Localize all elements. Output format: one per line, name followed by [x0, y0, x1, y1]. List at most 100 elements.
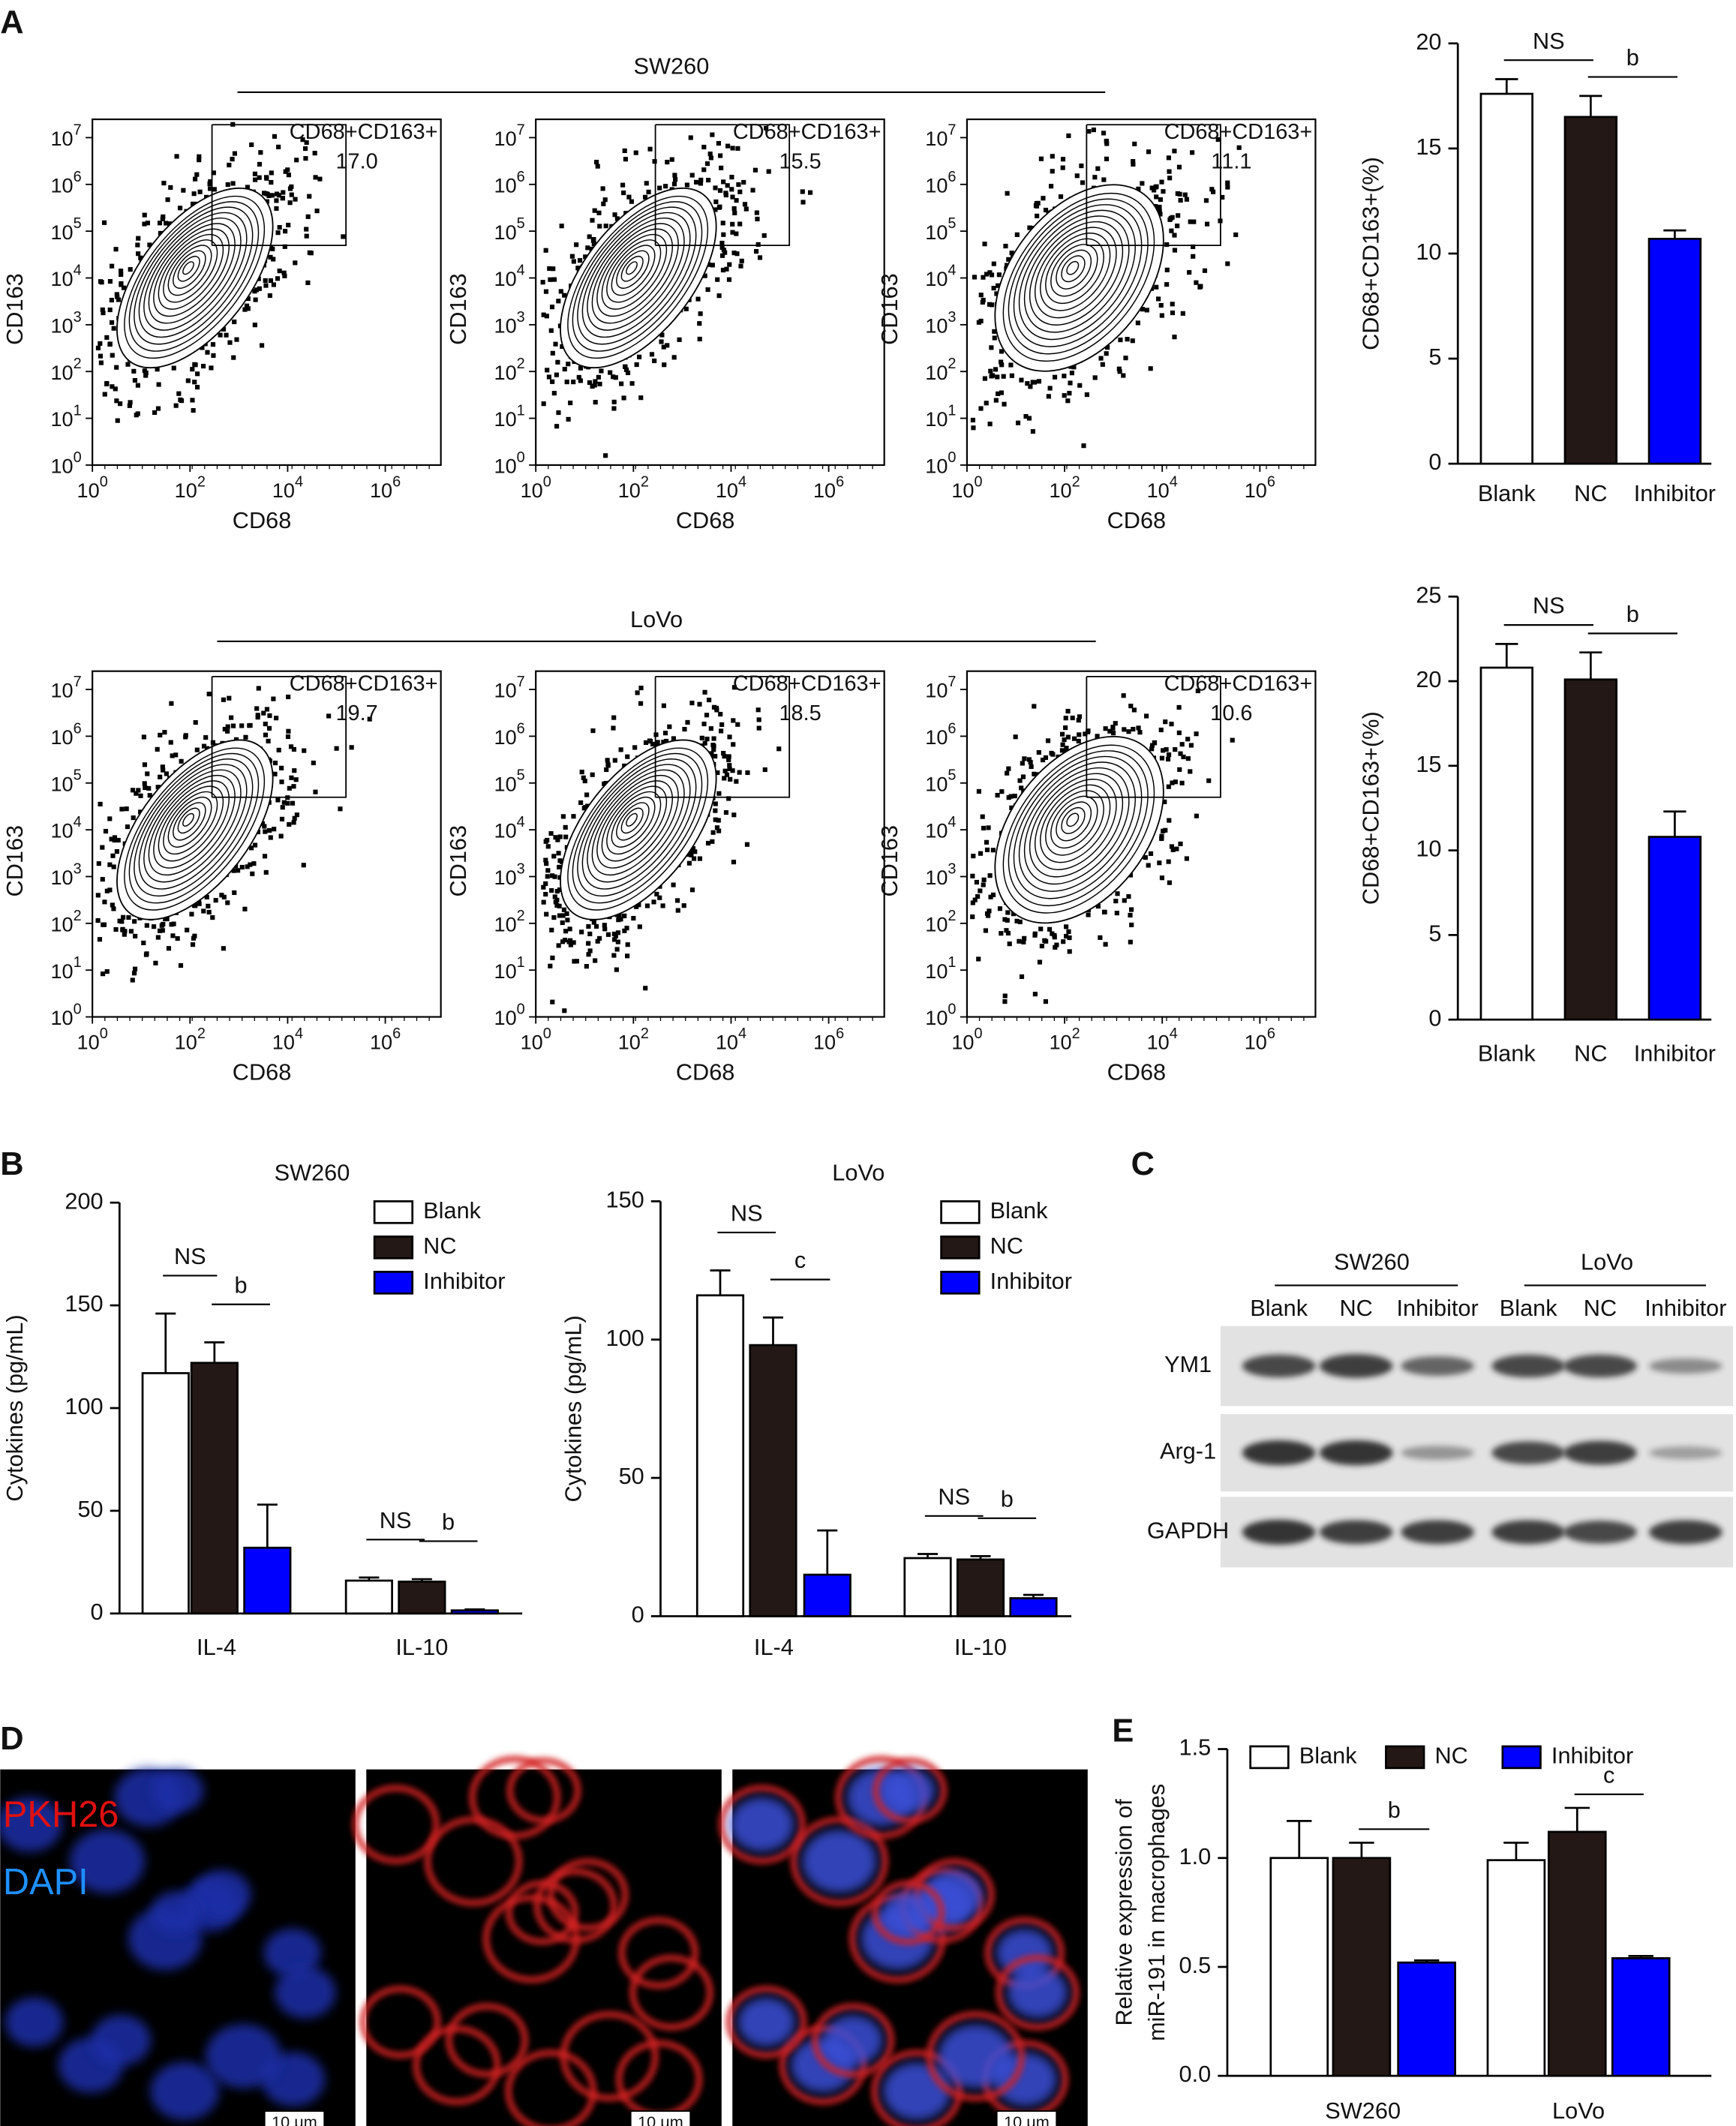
gate: [212, 675, 347, 798]
event-dot: [722, 768, 728, 773]
event-dot: [262, 854, 268, 859]
event-dot: [1161, 189, 1166, 194]
blot-band: [1242, 1440, 1316, 1466]
event-dot: [591, 920, 596, 925]
event-dot: [665, 343, 670, 348]
event-dot: [274, 716, 279, 721]
event-dot: [183, 734, 188, 740]
event-dot: [719, 722, 725, 727]
event-dot: [158, 732, 163, 737]
event-dot: [247, 723, 252, 728]
event-dot: [142, 781, 147, 786]
event-dot: [549, 305, 555, 310]
x-tick-label: IL-10: [395, 1634, 448, 1660]
event-dot: [1030, 429, 1036, 434]
event-dot: [578, 800, 584, 806]
y-tick-label: 103: [494, 309, 525, 338]
event-dot: [1178, 197, 1183, 203]
tick-exponent: 1: [74, 954, 82, 971]
event-dot: [1166, 155, 1171, 161]
event-dot: [1158, 212, 1163, 217]
membrane-stain: [618, 1917, 699, 1989]
nucleus-stain: [823, 2014, 883, 2066]
tick-base: 10: [50, 773, 73, 796]
event-dot: [685, 719, 690, 725]
tick-base: 10: [925, 959, 948, 983]
membrane-stain: [871, 1880, 945, 1945]
x-tick-label: SW260: [1325, 2097, 1401, 2124]
event-dot: [194, 385, 200, 390]
event-dot: [1157, 204, 1162, 210]
event-dot: [611, 715, 617, 720]
event-dot: [728, 776, 733, 782]
significance-label: b: [1001, 1485, 1014, 1512]
event-dot: [594, 160, 599, 165]
event-dot: [600, 186, 605, 191]
event-dot: [750, 188, 755, 193]
event-dot: [1050, 154, 1055, 159]
contour-line: [611, 245, 656, 296]
contour-line: [577, 206, 697, 345]
event-dot: [1155, 296, 1161, 302]
event-dot: [1005, 917, 1010, 923]
event-dot: [621, 190, 626, 196]
event-dot: [1188, 219, 1193, 224]
y-tick-label: 0: [1428, 1004, 1441, 1031]
event-dot: [602, 926, 608, 932]
contour-line: [1050, 244, 1098, 297]
tick-exponent: 2: [197, 1025, 206, 1042]
tick-exponent: 3: [74, 861, 82, 878]
y-tick-label: 15: [1416, 751, 1441, 777]
event-dot: [996, 283, 1001, 288]
event-dot: [286, 173, 291, 178]
legend-label: Inhibitor: [1551, 1742, 1633, 1768]
event-dot: [1170, 847, 1176, 852]
event-dot: [212, 187, 217, 192]
event-dot: [227, 340, 233, 345]
event-dot: [1053, 944, 1058, 950]
event-dot: [102, 392, 107, 397]
tick-exponent: 6: [836, 1025, 844, 1042]
event-dot: [258, 150, 263, 155]
event-dot: [730, 194, 735, 200]
event-dot: [230, 156, 235, 162]
event-dot: [651, 899, 656, 905]
tick-exponent: 2: [948, 908, 956, 924]
event-dot: [611, 953, 617, 958]
tick-base: 10: [272, 1031, 295, 1054]
event-dot: [636, 902, 641, 908]
event-dot: [1118, 337, 1123, 343]
event-dot: [571, 259, 576, 264]
event-dot: [1101, 177, 1107, 182]
event-dot: [242, 307, 248, 312]
y-tick-label: 107: [925, 122, 956, 151]
y-tick-label: 104: [925, 263, 956, 291]
event-dot: [262, 824, 267, 829]
event-dot: [263, 278, 268, 284]
event-dot: [1005, 910, 1011, 915]
nucleus-stain: [1007, 1966, 1068, 2019]
event-dot: [716, 293, 722, 299]
y-tick-label: 0.5: [1179, 1952, 1212, 1978]
event-dot: [553, 341, 558, 347]
event-dot: [227, 162, 232, 168]
contour-line: [128, 201, 260, 352]
significance-label: NS: [1533, 593, 1565, 619]
event-dot: [263, 869, 269, 875]
tick-exponent: 0: [100, 1025, 108, 1042]
event-dot: [731, 742, 736, 747]
tick-exponent: 0: [948, 1001, 956, 1018]
event-dot: [136, 236, 141, 241]
event-dot: [984, 839, 990, 845]
event-dot: [568, 401, 573, 406]
event-dot: [143, 373, 149, 378]
event-dot: [1209, 187, 1215, 192]
tick-exponent: 2: [517, 908, 525, 924]
bar: [141, 1372, 190, 1615]
significance-label: b: [1626, 601, 1639, 627]
event-dot: [114, 398, 119, 404]
event-dot: [97, 937, 103, 942]
tick-exponent: 5: [948, 215, 956, 232]
event-dot: [166, 946, 172, 951]
event-dot: [1128, 939, 1133, 944]
